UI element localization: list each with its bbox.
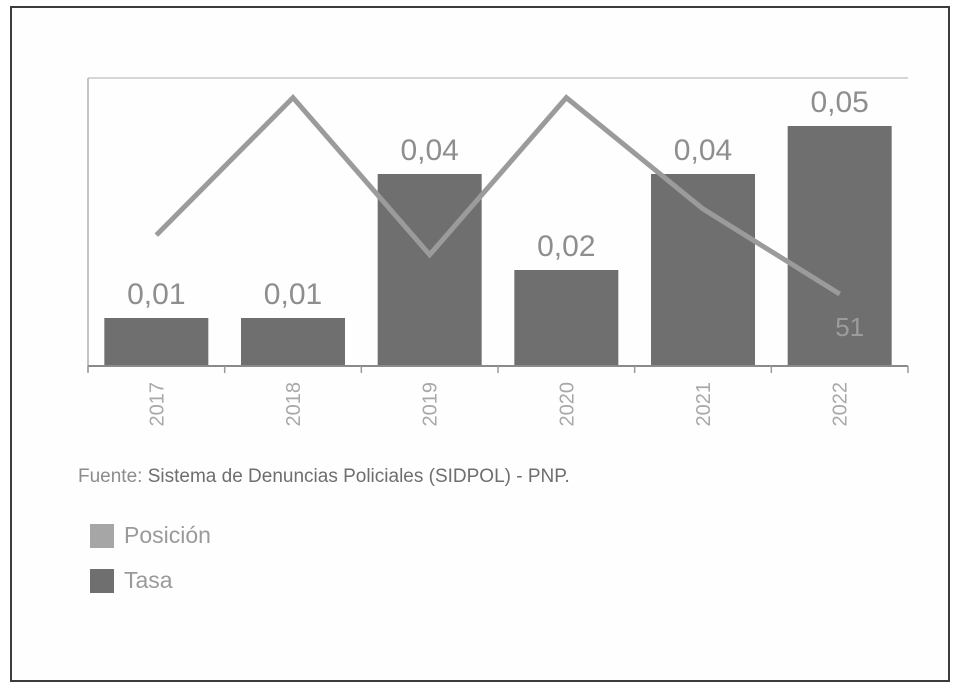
- bar-label-2017: 0,01: [127, 278, 185, 311]
- bar-tasa-2019: [377, 174, 482, 366]
- x-tick-label-2022: 2022: [830, 382, 852, 427]
- line-point-label-2022: 51: [835, 312, 864, 342]
- bar-tasa-2018: [241, 318, 345, 366]
- bar-data-labels: 0,01 0,01 0,04 0,02 0,04 0,05: [127, 86, 869, 311]
- bar-label-2018: 0,01: [264, 278, 322, 311]
- source-prefix: Fuente:: [78, 466, 148, 487]
- legend-label-tasa: Tasa: [124, 567, 173, 593]
- x-tick-label-2020: 2020: [556, 382, 578, 427]
- source-name: Sistema de Denuncias Policiales (SIDPOL)…: [147, 466, 570, 487]
- x-tick-labels: 2017 2018 2019 2020 2021 2022: [146, 382, 851, 427]
- chart-axes: [87, 77, 909, 373]
- legend-swatch-tasa: [90, 568, 114, 593]
- x-tick-label-2021: 2021: [693, 382, 715, 427]
- legend-swatch-posicion: [90, 523, 114, 548]
- x-tick-label-2017: 2017: [146, 382, 168, 427]
- bar-label-2021: 0,04: [674, 134, 732, 167]
- bar-tasa-2020: [514, 270, 619, 366]
- bar-label-2022: 0,05: [810, 86, 868, 119]
- line-series-posicion: 51: [154, 93, 864, 342]
- bar-tasa-2022: [787, 126, 892, 366]
- x-tick-label-2019: 2019: [420, 382, 442, 427]
- x-tick-label-2018: 2018: [283, 382, 305, 427]
- bar-tasa-2017: [104, 318, 209, 366]
- source-note: Fuente: Sistema de Denuncias Policiales …: [78, 466, 570, 488]
- bar-label-2019: 0,04: [400, 134, 458, 167]
- bar-label-2020: 0,02: [537, 230, 595, 263]
- bar-tasa-2021: [651, 174, 755, 366]
- bar-series-tasa: [104, 126, 892, 366]
- legend-item-posicion: Posición: [90, 522, 211, 549]
- legend-label-posicion: Posición: [124, 522, 211, 548]
- line-posicion-path: [154, 93, 841, 297]
- legend-item-tasa: Tasa: [90, 567, 173, 594]
